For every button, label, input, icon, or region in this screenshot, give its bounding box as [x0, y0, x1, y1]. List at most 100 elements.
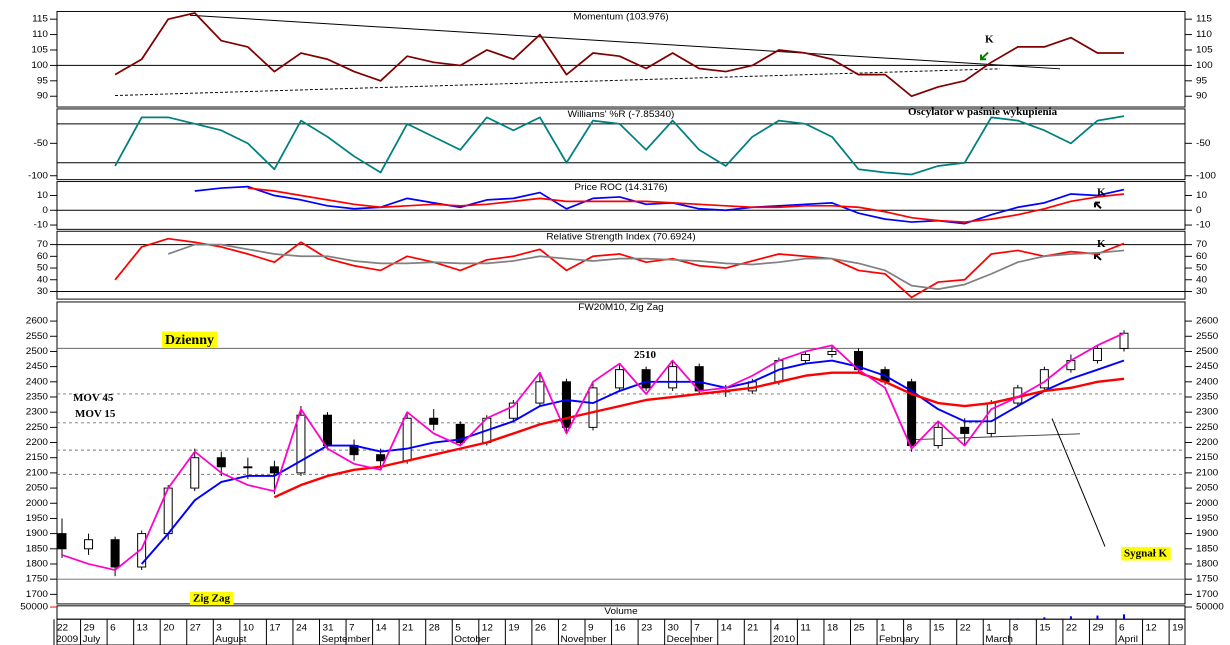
candle-body — [535, 381, 545, 404]
annotation-bg — [162, 331, 218, 349]
y-tick-label: 2400 — [26, 377, 49, 388]
y-tick-label: 10 — [1196, 190, 1208, 201]
x-tick-label: 16 — [615, 623, 626, 634]
bar — [1043, 617, 1046, 620]
y-tick-label: 2500 — [26, 346, 49, 357]
y-tick-label: -100 — [1196, 170, 1217, 181]
y-tick-label: 2000 — [26, 498, 49, 509]
month-label: November — [560, 634, 607, 645]
y-tick-label: 60 — [37, 251, 49, 262]
x-tick-label: 15 — [933, 623, 945, 634]
y-tick-label: 2300 — [26, 407, 49, 418]
panel-title: Williams' %R (-7.85340) — [568, 109, 675, 120]
x-tick-label: 7 — [349, 623, 355, 634]
series-line — [273, 371, 1125, 499]
x-tick-label: 21 — [402, 623, 413, 634]
annotation: K — [1097, 238, 1106, 250]
y-tick-label: 1750 — [1196, 574, 1219, 585]
candle-body — [323, 414, 332, 447]
y-tick-label: -10 — [1196, 220, 1211, 231]
annotation-bg — [1121, 546, 1171, 561]
y-tick-label: 1700 — [26, 589, 49, 600]
y-tick-label: 50 — [1196, 263, 1208, 274]
month-label: December — [667, 634, 714, 645]
candle-body — [269, 466, 279, 474]
y-tick-label: 105 — [1196, 45, 1213, 56]
y-tick-label: 10 — [37, 190, 49, 201]
panel-title: Momentum (103.976) — [573, 12, 668, 23]
annotation: K — [985, 34, 994, 46]
month-label: 2009 — [56, 634, 78, 645]
month-label: July — [83, 634, 101, 645]
candle-body — [907, 381, 917, 447]
candle-body — [376, 454, 386, 462]
x-tick-label: 15 — [1039, 623, 1051, 634]
candle-body — [508, 402, 518, 419]
x-tick-label: 22 — [960, 623, 971, 634]
y-tick-label: 40 — [37, 274, 49, 285]
y-tick-label: -100 — [28, 170, 49, 181]
y-tick-label: 2500 — [1196, 346, 1219, 357]
y-tick-label: 2050 — [26, 483, 49, 494]
candle-body — [641, 369, 651, 389]
y-tick-label: 1800 — [26, 559, 49, 570]
y-tick-label: 2550 — [1196, 331, 1219, 342]
panel-frame — [56, 301, 1186, 605]
y-tick-label: 90 — [1196, 91, 1208, 102]
candle-body — [960, 426, 970, 434]
x-tick-label: 21 — [747, 623, 758, 634]
x-tick-label: 4 — [774, 623, 780, 634]
x-tick-label: 2 — [561, 623, 567, 634]
y-tick-label: 2150 — [26, 452, 49, 463]
x-tick-label: 22 — [1066, 623, 1077, 634]
candle-body — [84, 539, 94, 550]
panel-title: Relative Strength Index (70.6924) — [546, 232, 695, 243]
y-tick-label: 1700 — [1196, 589, 1219, 600]
annotation: MOV 45 — [73, 392, 113, 404]
x-tick-label: 31 — [323, 623, 334, 634]
candle-body — [615, 369, 625, 389]
signal-line — [1051, 418, 1106, 547]
series-line — [140, 359, 1125, 565]
x-tick-label: 18 — [827, 623, 838, 634]
arrow — [1094, 201, 1102, 209]
y-tick-label: 70 — [37, 239, 49, 250]
y-tick-label: 115 — [1196, 14, 1212, 25]
y-tick-label: 2300 — [1196, 407, 1219, 418]
x-tick-label: 11 — [800, 623, 810, 634]
y-tick-label: 2250 — [26, 422, 49, 433]
y-tick-label: 2350 — [26, 392, 49, 403]
y-tick-label: -50 — [34, 138, 49, 149]
x-tick-label: 19 — [1172, 623, 1183, 634]
series-line — [114, 12, 1124, 98]
y-tick-label: 95 — [37, 76, 49, 87]
y-tick-label: 105 — [31, 45, 48, 56]
y-tick-label: 1750 — [26, 574, 49, 585]
y-tick-label: 100 — [31, 60, 48, 71]
candle-body — [57, 533, 67, 550]
x-tick-label: 30 — [668, 623, 680, 634]
y-tick-label: 50 — [37, 263, 49, 274]
x-tick-label: 27 — [190, 623, 201, 634]
y-tick-label: 2250 — [1196, 422, 1219, 433]
panel-title: FW20M10, Zig Zag — [578, 302, 663, 313]
candle-body — [668, 366, 678, 389]
x-tick-label: 3 — [216, 623, 222, 634]
y-tick-label: 115 — [32, 14, 48, 25]
candle-body — [933, 426, 943, 447]
candle-body — [216, 457, 226, 468]
annotation: Oscylator w paśmie wykupienia — [908, 106, 1058, 118]
candle-body — [243, 466, 253, 469]
y-tick-label: 70 — [1196, 239, 1208, 250]
x-tick-label: 19 — [508, 623, 519, 634]
candle-body — [190, 457, 200, 489]
y-tick-label: 60 — [1196, 251, 1208, 262]
y-tick-label: 2600 — [26, 316, 49, 327]
y-tick-label: 2600 — [1196, 316, 1219, 327]
panel-title: Price ROC (14.3176) — [574, 182, 667, 193]
trend-line — [114, 68, 1001, 97]
y-tick-label: 1850 — [26, 544, 49, 555]
y-tick-label: 2000 — [1196, 498, 1219, 509]
